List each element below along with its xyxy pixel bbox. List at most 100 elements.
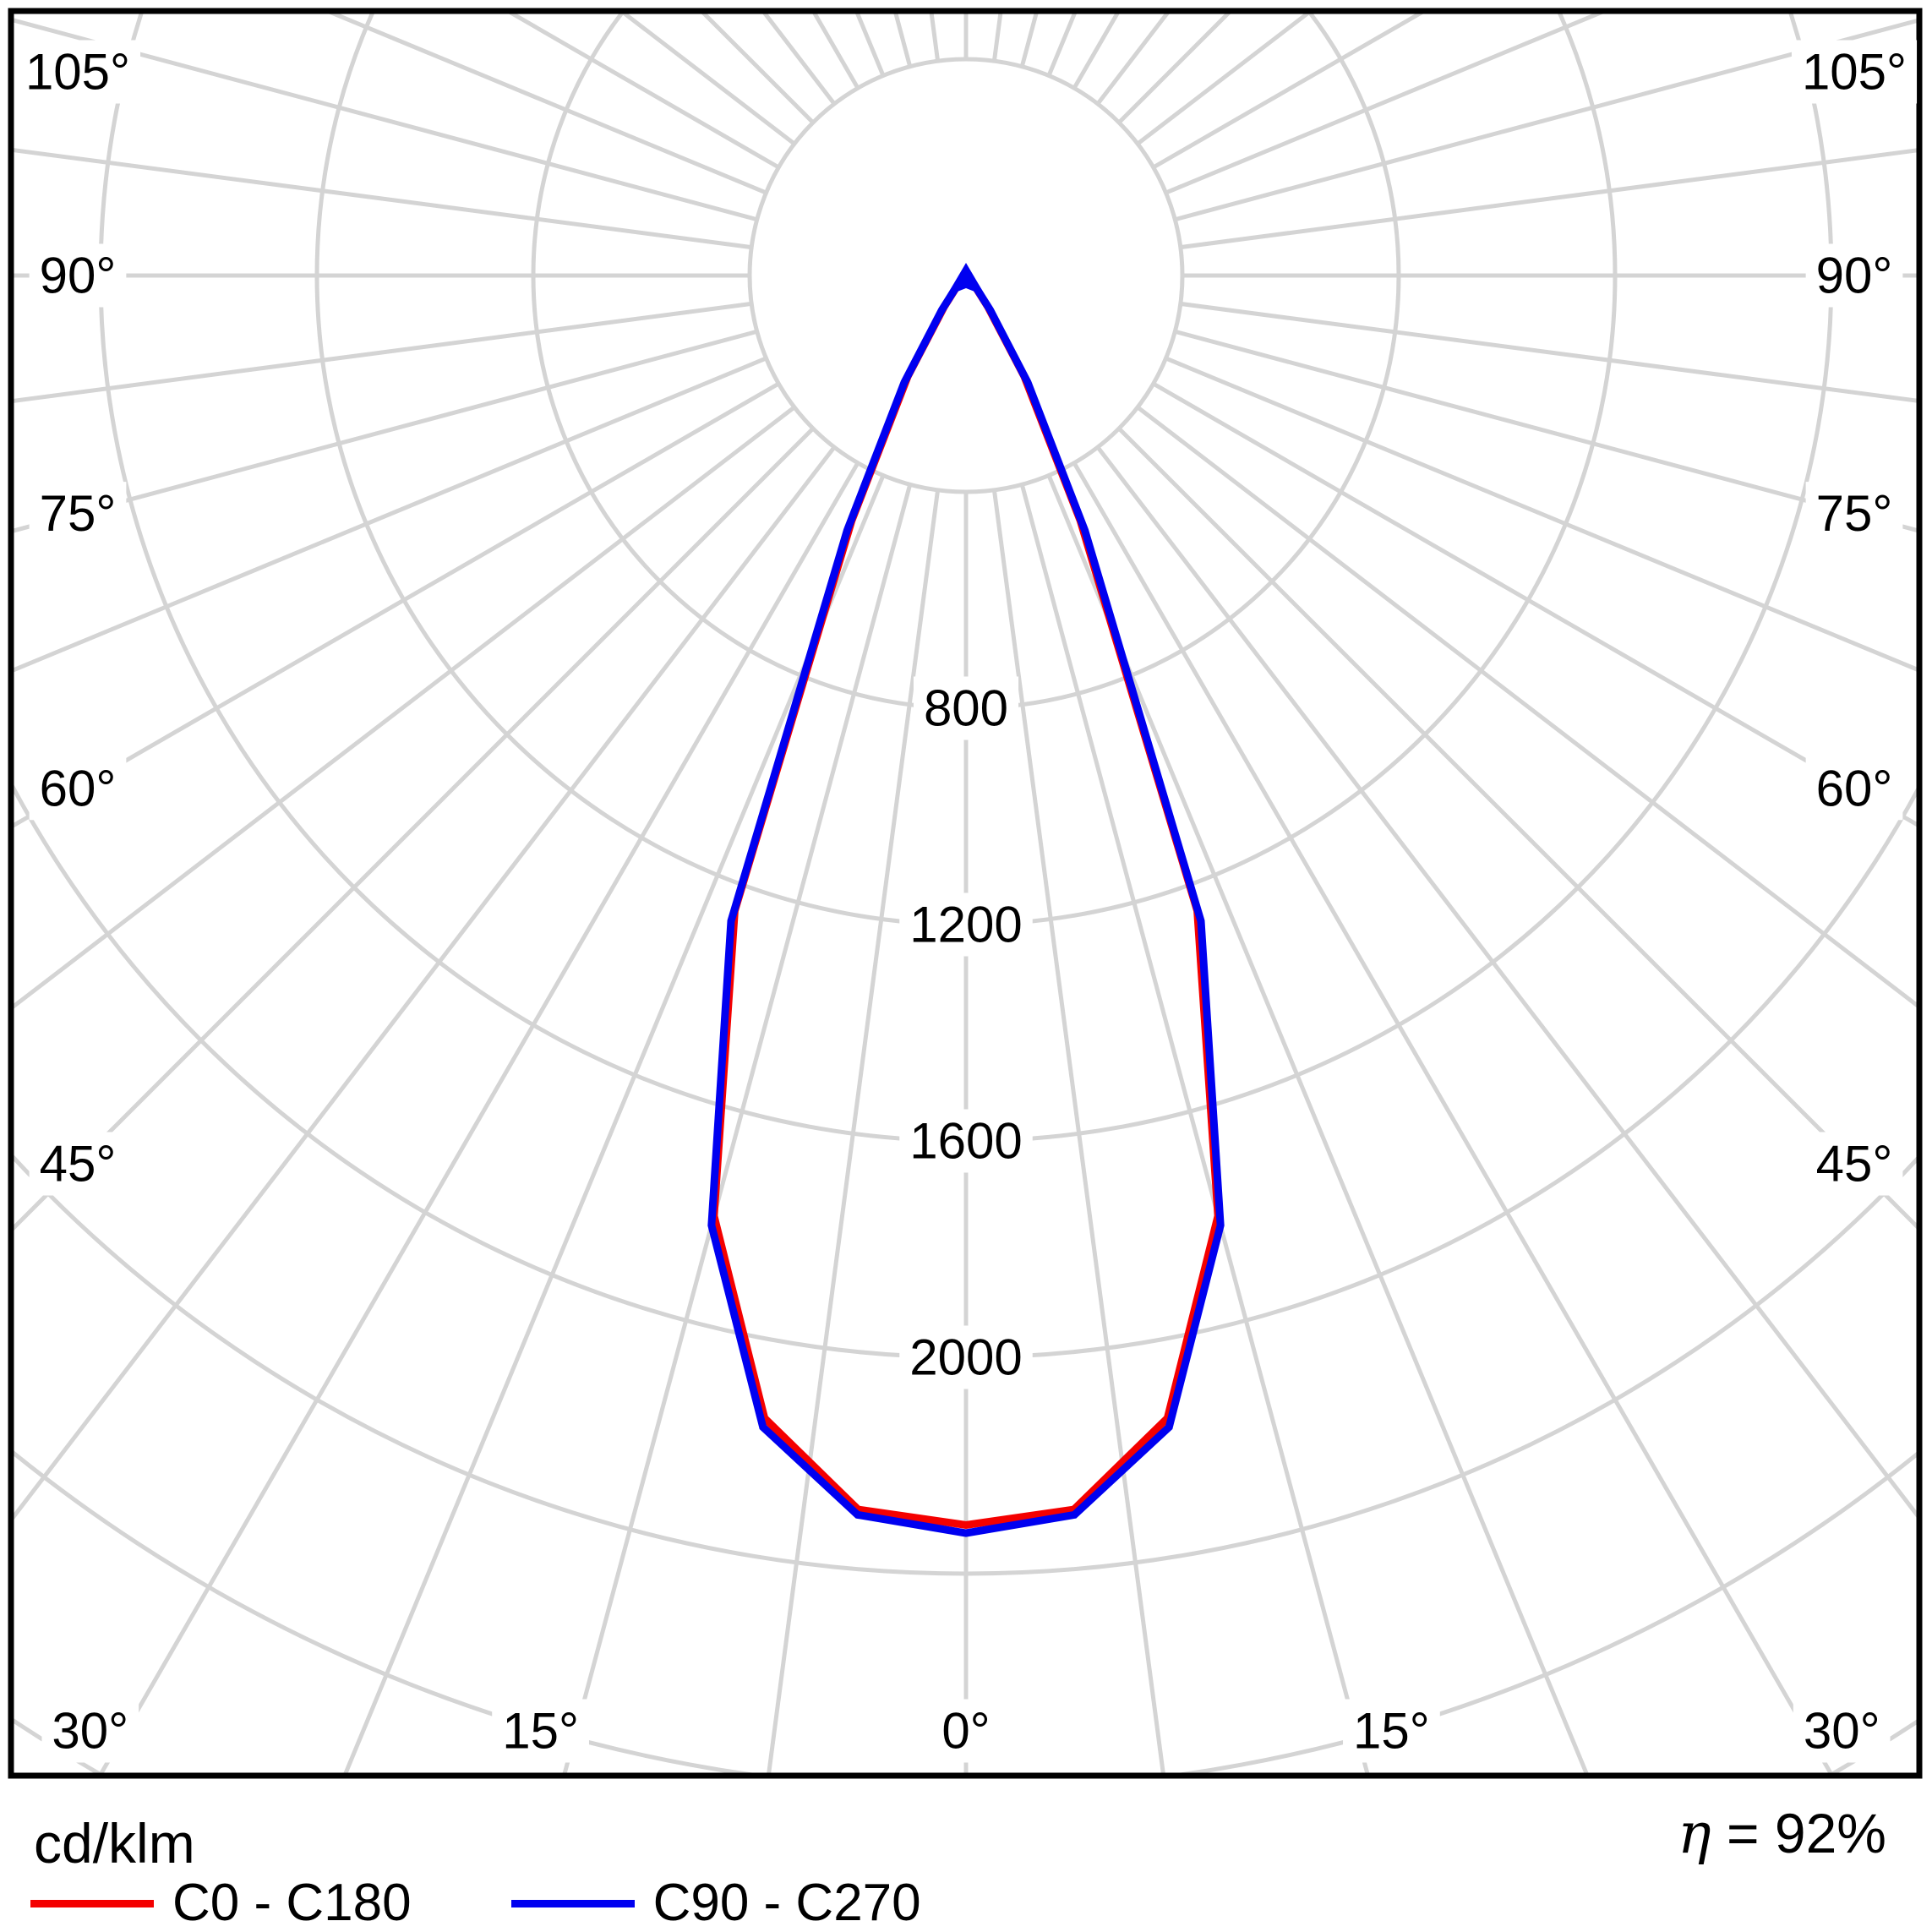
svg-text:15°: 15° xyxy=(1353,1703,1430,1760)
radial-gridline-82.5 xyxy=(1180,301,1917,403)
radial-gridline-247.5 xyxy=(328,14,767,195)
angle-label-left-45-bg xyxy=(29,1132,127,1196)
angle-label-left-90: 90° xyxy=(29,243,127,308)
ring-value-label-1200: 1200 xyxy=(899,892,1033,957)
angle-label-right-60: 60° xyxy=(1805,756,1903,821)
radial-gridline-307.5 xyxy=(14,405,796,1009)
ring-value-label-2000-bg xyxy=(899,1325,1033,1389)
legend-label: C0 - C180 xyxy=(172,1874,412,1932)
angle-label-right-60-bg xyxy=(1805,756,1903,821)
svg-text:45°: 45° xyxy=(40,1136,117,1192)
radial-gridline-292.5 xyxy=(14,356,767,673)
radial-gridline-67.5 xyxy=(1165,356,1917,672)
svg-text:1200: 1200 xyxy=(909,897,1022,953)
radial-gridline-52.5 xyxy=(1136,405,1917,1008)
radial-gridline-315 xyxy=(14,427,815,1231)
ring-value-label-1600: 1600 xyxy=(899,1109,1033,1173)
radial-gridline-330 xyxy=(99,461,860,1773)
radial-gridline-22.5 xyxy=(1046,474,1589,1773)
angle-label-left-75: 75° xyxy=(29,482,127,546)
radial-gridline-105 xyxy=(1174,18,1917,222)
radial-gridline-7.5 xyxy=(991,489,1165,1773)
angle-label-left-60-bg xyxy=(29,756,127,821)
svg-text:90°: 90° xyxy=(40,248,117,304)
legend-item-c0-c180: C0 - C180 xyxy=(30,1874,412,1932)
angle-label-right-90-bg xyxy=(1805,243,1903,308)
svg-text:0°: 0° xyxy=(941,1703,990,1760)
angle-label-right-105-bg xyxy=(1791,40,1918,104)
legend: C0 - C180 C90 - C270 xyxy=(30,1874,1932,1932)
angle-label-right-90: 90° xyxy=(1805,243,1903,308)
ring-value-label-2000: 2000 xyxy=(899,1325,1033,1389)
eta-value: = 92% xyxy=(1711,1802,1886,1864)
angle-label-left-90-bg xyxy=(29,243,127,308)
svg-text:105°: 105° xyxy=(25,44,130,101)
radial-gridline-37.5 xyxy=(1095,445,1917,1519)
eta-symbol: η xyxy=(1678,1801,1711,1866)
radial-gridline-97.5 xyxy=(1180,148,1917,250)
angle-label-bottom-left-30: 30° xyxy=(41,1699,139,1763)
radial-gridline-352.5 xyxy=(767,489,941,1773)
svg-text:2000: 2000 xyxy=(909,1329,1022,1386)
angle-label-bottom-0: 0° xyxy=(931,1699,1001,1763)
radial-gridline-277.5 xyxy=(14,301,752,403)
ring-value-label-1200-bg xyxy=(899,892,1033,957)
angle-label-left-75-bg xyxy=(29,482,127,546)
radial-gridline-255 xyxy=(14,18,758,222)
angle-label-right-75-bg xyxy=(1805,482,1903,546)
legend-line-red-icon xyxy=(30,1899,154,1907)
legend-label: C90 - C270 xyxy=(652,1874,921,1932)
ring-value-label-800-bg xyxy=(913,676,1019,740)
angle-label-left-45: 45° xyxy=(29,1132,127,1196)
radial-gridline-112.5 xyxy=(1165,14,1604,195)
radial-gridline-240 xyxy=(508,14,780,170)
radial-gridline-15 xyxy=(1019,483,1370,1773)
angle-label-bottom-left-15: 15° xyxy=(492,1699,589,1763)
angle-label-bottom-right-15-bg xyxy=(1343,1699,1440,1763)
svg-text:800: 800 xyxy=(924,680,1008,737)
angle-label-bottom-0-bg xyxy=(931,1699,1001,1763)
svg-text:15°: 15° xyxy=(502,1703,579,1760)
radial-gridline-30 xyxy=(1072,461,1833,1773)
radial-gridline-322.5 xyxy=(14,445,837,1520)
svg-text:1600: 1600 xyxy=(909,1113,1022,1170)
plot-border xyxy=(8,8,1923,1779)
angle-label-bottom-right-30: 30° xyxy=(1793,1699,1891,1763)
radial-gridline-45 xyxy=(1117,427,1917,1230)
angle-label-bottom-left-15-bg xyxy=(492,1699,589,1763)
efficiency-label: η = 92% xyxy=(1678,1805,1886,1862)
angle-label-bottom-left-30-bg xyxy=(41,1699,139,1763)
radial-gridline-120 xyxy=(1152,14,1424,170)
radial-gridline-285 xyxy=(14,329,758,533)
radial-gridline-337.5 xyxy=(343,474,886,1773)
svg-text:75°: 75° xyxy=(40,485,117,542)
svg-text:105°: 105° xyxy=(1802,44,1907,101)
ring-value-label-800: 800 xyxy=(913,676,1019,740)
axis-arrow-icon xyxy=(947,263,985,296)
svg-text:30°: 30° xyxy=(1804,1703,1880,1760)
svg-text:75°: 75° xyxy=(1816,485,1893,542)
angle-label-right-45-bg xyxy=(1805,1132,1903,1196)
svg-text:30°: 30° xyxy=(52,1703,128,1760)
svg-text:45°: 45° xyxy=(1816,1136,1893,1192)
angle-label-left-105: 105° xyxy=(14,40,141,104)
legend-item-c90-c270: C90 - C270 xyxy=(510,1874,921,1932)
ring-value-label-1600-bg xyxy=(899,1109,1033,1173)
angle-label-right-105: 105° xyxy=(1791,40,1918,104)
svg-text:60°: 60° xyxy=(40,760,117,816)
svg-text:60°: 60° xyxy=(1816,760,1893,816)
radial-gridline-262.5 xyxy=(14,148,752,250)
svg-text:90°: 90° xyxy=(1816,248,1893,304)
curve-c90-c270 xyxy=(707,272,1225,1537)
angle-label-right-45: 45° xyxy=(1805,1132,1903,1196)
radial-gridline-345 xyxy=(562,483,913,1773)
legend-line-blue-icon xyxy=(510,1899,635,1907)
angle-label-left-105-bg xyxy=(14,40,141,104)
angle-label-right-75: 75° xyxy=(1805,482,1903,546)
unit-label: cd/klm xyxy=(34,1812,195,1875)
angle-label-bottom-right-15: 15° xyxy=(1343,1699,1440,1763)
angle-label-bottom-right-30-bg xyxy=(1793,1699,1891,1763)
